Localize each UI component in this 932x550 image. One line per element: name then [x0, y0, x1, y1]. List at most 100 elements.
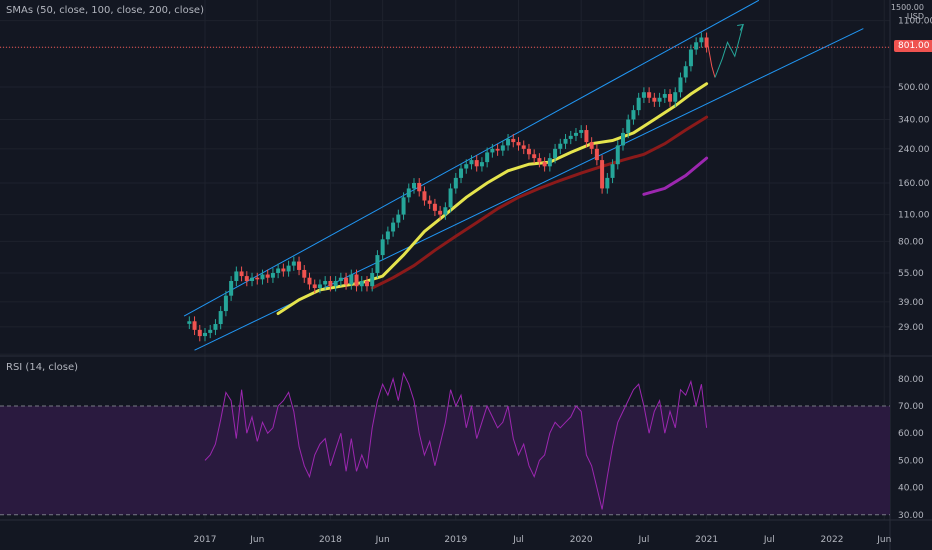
- candle-body: [626, 119, 631, 133]
- rsi-indicator-label[interactable]: RSI (14, close): [6, 362, 79, 373]
- candle-body: [668, 94, 673, 102]
- candle-body: [568, 135, 573, 139]
- candle-body: [459, 168, 464, 178]
- candle-body: [229, 281, 234, 296]
- time-tick-label: Jun: [375, 535, 390, 545]
- candle-body: [359, 281, 364, 287]
- candle-body: [673, 92, 678, 102]
- price-tick-label: 240.00: [898, 145, 930, 155]
- candle-body: [396, 214, 401, 223]
- candle-body: [589, 142, 594, 149]
- projection-down-arrow: [706, 37, 716, 78]
- candle-body: [218, 311, 223, 325]
- candle-body: [276, 268, 281, 273]
- time-tick-label: Jul: [763, 535, 775, 545]
- candle-body: [662, 94, 667, 98]
- candle-body: [647, 92, 652, 98]
- candle-body: [307, 277, 312, 285]
- sma100-line: [370, 115, 709, 290]
- rsi-tick-label: 70.00: [898, 402, 924, 412]
- candle-body: [453, 177, 458, 189]
- candle-body: [516, 142, 521, 146]
- candle-body: [521, 145, 526, 149]
- rsi-line: [204, 371, 708, 510]
- candle-body: [391, 222, 396, 232]
- candle-body: [699, 37, 704, 43]
- candle-body: [354, 274, 359, 287]
- candle-body: [621, 132, 625, 146]
- price-tick-label: 29.00: [898, 323, 924, 333]
- time-tick-label: Jul: [512, 535, 524, 545]
- candle-body: [579, 130, 584, 133]
- time-tick-label: 2021: [695, 535, 718, 545]
- candle-body: [688, 49, 693, 67]
- candle-body: [474, 160, 479, 167]
- candle-body: [594, 148, 599, 161]
- candle-body: [704, 37, 709, 48]
- candle-body: [333, 281, 338, 287]
- candle-body: [542, 162, 547, 167]
- rsi-tick-label: 50.00: [898, 456, 924, 466]
- price-tick-label: 80.00: [898, 237, 924, 247]
- time-tick-label: Jun: [249, 535, 264, 545]
- currency-label: 1500.00 USD: [891, 3, 924, 21]
- candle-body: [364, 281, 369, 287]
- projection-up-arrow: [714, 24, 744, 78]
- candle-body: [255, 277, 260, 280]
- price-tick-label: 1100.00: [898, 17, 932, 27]
- candle-body: [270, 272, 275, 278]
- candle-body: [286, 265, 291, 272]
- candle-body: [605, 177, 610, 189]
- candle-body: [490, 148, 495, 153]
- candle-body: [291, 261, 296, 266]
- candle-body: [417, 183, 422, 192]
- candle-body: [317, 284, 322, 289]
- candle-body: [615, 145, 620, 165]
- candle-body: [401, 197, 406, 215]
- candle-body: [380, 239, 385, 256]
- projection-arrowhead: [737, 23, 745, 31]
- candle-body: [563, 138, 568, 144]
- candle-body: [208, 329, 213, 333]
- candle-body: [443, 207, 448, 215]
- time-tick-label: Jun: [876, 535, 891, 545]
- rsi-tick-label: 40.00: [898, 484, 924, 494]
- candle-body: [187, 321, 192, 324]
- candle-body: [495, 148, 500, 151]
- rsi-tick-label: 80.00: [898, 375, 924, 385]
- sma-indicator-label[interactable]: SMAs (50, close, 100, close, 200, close): [6, 5, 204, 16]
- candle-body: [328, 281, 333, 287]
- candle-body: [344, 277, 349, 285]
- candle-body: [239, 271, 244, 277]
- candle-body: [197, 329, 202, 337]
- candle-body: [260, 274, 265, 280]
- candle-body: [250, 277, 255, 281]
- candle-body: [573, 132, 578, 136]
- price-tick-label: 160.00: [898, 179, 930, 189]
- candle-body: [192, 321, 197, 330]
- price-tick-label: 110.00: [898, 211, 930, 221]
- candle-body: [338, 277, 343, 281]
- candle-body: [281, 268, 286, 272]
- candle-body: [422, 191, 427, 201]
- candle-body: [312, 284, 317, 289]
- candle-body: [323, 281, 328, 285]
- candle-body: [547, 158, 552, 167]
- candle-body: [406, 188, 411, 198]
- candle-body: [694, 42, 699, 50]
- candle-body: [297, 261, 302, 270]
- time-tick-label: 2019: [444, 535, 467, 545]
- candle-body: [234, 271, 239, 281]
- price-tick-label: 39.00: [898, 298, 924, 308]
- candle-body: [636, 97, 641, 111]
- time-tick-label: 2022: [821, 535, 844, 545]
- candle-body: [244, 276, 249, 281]
- candle-body: [213, 324, 218, 330]
- candle-body: [203, 332, 207, 337]
- time-tick-label: 2018: [319, 535, 342, 545]
- candle-body: [469, 160, 474, 165]
- candle-body: [553, 148, 558, 159]
- candle-body: [479, 162, 484, 167]
- candle-body: [500, 145, 505, 151]
